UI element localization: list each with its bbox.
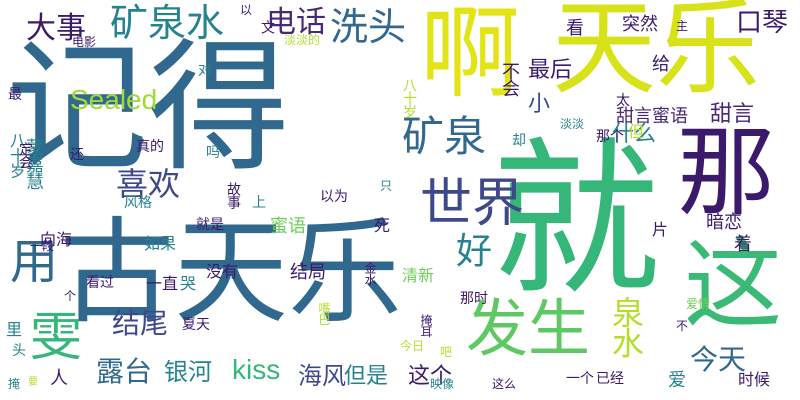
word-7: 发生 xyxy=(466,292,591,365)
word-21: kiss xyxy=(232,354,281,385)
word-18: Sealed xyxy=(70,84,158,115)
word-73: 掩耳 xyxy=(419,314,433,337)
word-53: 蜜语 xyxy=(270,216,306,237)
word-6: 这 xyxy=(684,228,783,342)
word-58: 着 xyxy=(734,234,752,255)
word-2: 天乐 xyxy=(552,0,761,109)
word-45: 还 xyxy=(70,147,84,163)
word-87: 今日 xyxy=(400,339,425,353)
word-47: 上 xyxy=(252,195,266,211)
word-46: 吗 xyxy=(206,145,220,161)
word-4: 啊 xyxy=(420,0,520,112)
word-22: 海风 xyxy=(298,362,346,390)
word-15: 电话 xyxy=(266,5,326,40)
word-64: 一直 xyxy=(146,274,179,293)
word-39: 淡淡的 xyxy=(284,33,321,47)
word-69: 嘴巴 xyxy=(317,302,331,325)
word-1: 就 xyxy=(492,122,660,318)
word-94: 八十岁 xyxy=(7,132,26,178)
word-82: 时候 xyxy=(738,370,771,389)
word-81: 爱 xyxy=(668,370,686,391)
word-19: 结尾 xyxy=(112,307,169,340)
word-0: 记得 xyxy=(6,26,290,191)
word-36: 太 xyxy=(616,93,630,109)
word-32: 看 xyxy=(566,18,584,39)
word-77: 人 xyxy=(50,368,68,389)
word-5: 那 xyxy=(677,116,776,230)
word-13: 用 xyxy=(10,234,59,290)
word-62: 结局 xyxy=(290,262,326,283)
word-42: 对 xyxy=(198,63,212,79)
word-41: 最 xyxy=(8,87,22,103)
word-54: 死 xyxy=(374,216,391,235)
word-20: 露台 xyxy=(96,355,153,388)
word-75: 里 xyxy=(6,320,23,339)
word-95: 定会 xyxy=(17,142,33,169)
word-83: 映像 xyxy=(430,377,455,391)
word-60: 片 xyxy=(652,220,669,239)
word-88: 吧 xyxy=(440,345,453,359)
word-61: 没有 xyxy=(206,262,239,281)
word-8: 世界 xyxy=(420,174,525,234)
word-24: 今天 xyxy=(690,343,747,376)
word-59: 暗恋 xyxy=(706,212,742,233)
word-26: 口琴 xyxy=(736,8,789,38)
word-27: 甜言蜜语 xyxy=(616,106,688,127)
word-16: 喜欢 xyxy=(116,165,181,203)
word-67: 清新 xyxy=(402,266,435,285)
word-65: 哭 xyxy=(180,274,197,293)
word-80: 这个 xyxy=(408,364,453,389)
word-85: 一个 xyxy=(566,371,594,387)
word-93: 蒙嘉慧 xyxy=(23,138,44,190)
word-51: 只 xyxy=(380,179,393,193)
word-10: 洗头 xyxy=(330,5,407,49)
word-3: 古天乐 xyxy=(60,206,403,339)
word-89: 却 xyxy=(512,133,526,149)
word-12: 雯 xyxy=(30,308,83,368)
word-48: 故事 xyxy=(225,182,241,209)
word-28: 甜言 xyxy=(710,102,755,127)
word-9: 矿泉水 xyxy=(110,1,225,45)
word-52: 就是 xyxy=(196,217,224,233)
word-68: 金水 xyxy=(363,262,377,285)
word-11: 矿泉 xyxy=(402,112,487,161)
word-79: 但是 xyxy=(344,364,389,389)
word-63: 看过 xyxy=(86,275,114,291)
word-57: 向海 xyxy=(40,230,73,249)
word-49: 风格 xyxy=(124,195,152,211)
word-25: 最后 xyxy=(528,58,573,83)
word-50: 以为 xyxy=(320,189,348,205)
word-33: 给 xyxy=(652,54,670,75)
word-78: 银河 xyxy=(164,358,212,386)
word-37: 文 xyxy=(259,20,275,34)
word-56: 一段 xyxy=(30,239,55,253)
word-44: 真的 xyxy=(136,139,164,155)
word-40: 电影 xyxy=(72,35,97,49)
word-38: 以 xyxy=(240,3,253,17)
word-30: 小 xyxy=(528,92,551,117)
word-91: 那个 xyxy=(596,129,624,145)
word-23: 泉水 xyxy=(607,296,645,357)
word-14: 大事 xyxy=(26,11,86,46)
word-29: 什么 xyxy=(612,122,657,147)
word-97: 掩 xyxy=(8,377,21,391)
word-43: 八十岁 xyxy=(401,78,417,118)
word-84: 这么 xyxy=(492,377,517,391)
word-70: 那时 xyxy=(460,291,488,307)
word-34: 突然 xyxy=(622,14,658,35)
word-66: 个 xyxy=(64,289,77,303)
word-71: 爱情 xyxy=(686,297,711,311)
word-35: 主 xyxy=(676,19,689,33)
word-74: 不 xyxy=(676,319,689,333)
word-31: 不会 xyxy=(499,62,520,97)
word-90: 但 xyxy=(628,122,645,141)
word-92: 淡淡 xyxy=(560,117,585,131)
word-86: 已经 xyxy=(596,371,624,387)
word-96: 要 xyxy=(28,377,38,388)
word-17: 好 xyxy=(456,231,493,272)
word-76: 头 xyxy=(12,343,26,359)
word-55: 如果 xyxy=(144,234,177,253)
word-72: 夏天 xyxy=(182,317,210,333)
